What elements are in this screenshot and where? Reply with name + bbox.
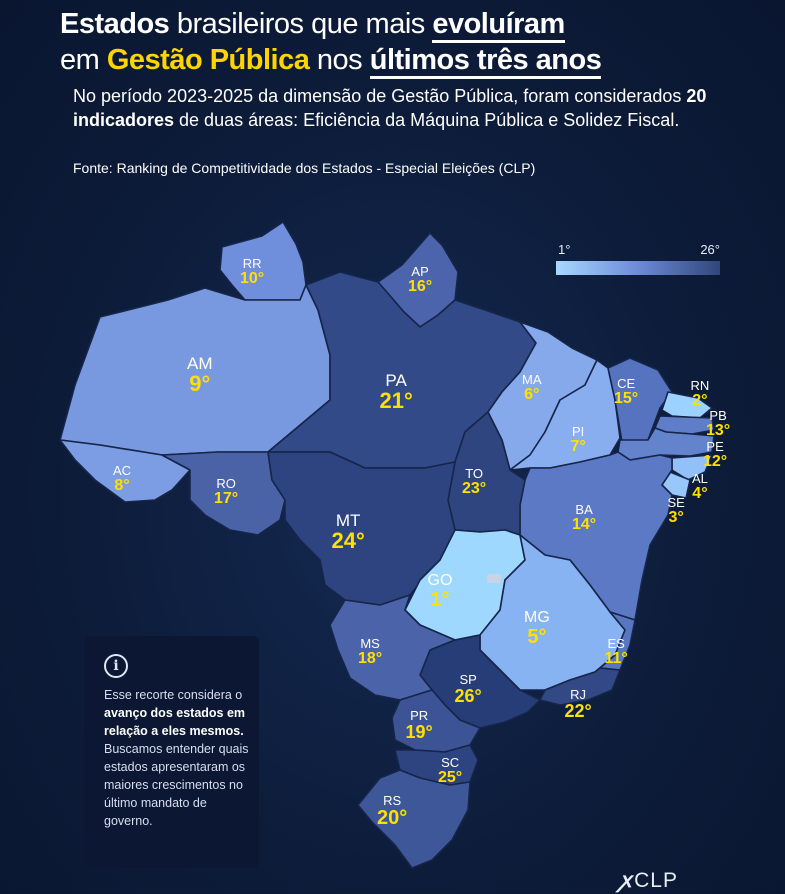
state-RS[interactable] bbox=[357, 769, 471, 869]
clp-logo: ꭗCLP bbox=[620, 869, 678, 892]
state-RJ[interactable] bbox=[539, 667, 621, 706]
state-RO[interactable] bbox=[161, 451, 286, 536]
page-title: Estados brasileiros que mais evoluíram e… bbox=[60, 6, 760, 79]
clp-logo-mark-icon: ꭗ bbox=[620, 869, 633, 892]
state-MS[interactable] bbox=[329, 594, 456, 701]
subtitle: No período 2023-2025 da dimensão de Gest… bbox=[73, 86, 707, 130]
state-AM[interactable] bbox=[59, 284, 331, 456]
source-note: Fonte: Ranking de Competitividade dos Es… bbox=[73, 160, 536, 176]
info-icon: i bbox=[104, 654, 128, 678]
legend-max: 26° bbox=[700, 242, 720, 257]
state-AC[interactable] bbox=[59, 439, 191, 503]
info-text: Esse recorte considera o avanço dos esta… bbox=[104, 688, 249, 828]
legend-min: 1° bbox=[558, 242, 571, 257]
info-box: i Esse recorte considera o avanço dos es… bbox=[84, 636, 259, 868]
state-DF[interactable] bbox=[487, 574, 501, 583]
state-RN[interactable] bbox=[661, 391, 713, 419]
legend-gradient-bar bbox=[556, 261, 720, 275]
state-CE[interactable] bbox=[607, 357, 673, 443]
state-RR[interactable] bbox=[219, 221, 307, 301]
color-legend: 1° 26° bbox=[556, 242, 720, 275]
